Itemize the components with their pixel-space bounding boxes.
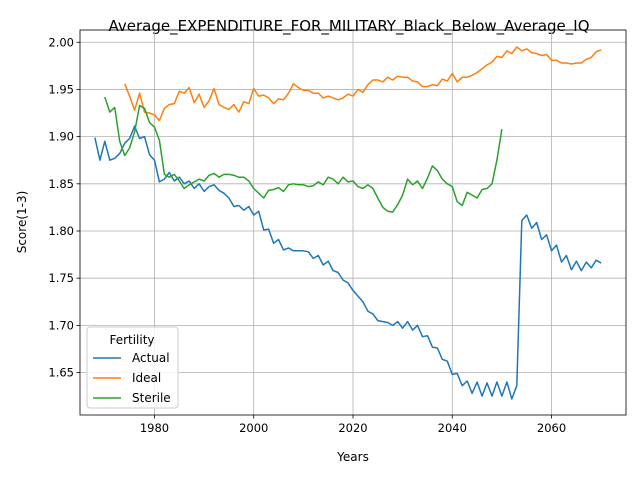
x-tick-label: 1980	[140, 421, 169, 435]
x-tick-label: 2040	[438, 421, 467, 435]
series-lines	[94, 46, 602, 400]
axis-ticks: 1980 2000 2020 2040 2060 1.65 1.70 1.75 1.80 1.85…	[48, 35, 566, 435]
y-tick-label: 1.90	[48, 130, 74, 144]
x-tick-label: 2060	[537, 421, 566, 435]
series-line-ideal	[124, 46, 602, 122]
y-tick-label: 1.75	[48, 271, 74, 285]
legend-label-ideal: Ideal	[132, 371, 161, 385]
y-axis-label: Score(1-3)	[15, 191, 29, 254]
y-tick-label: 1.80	[48, 224, 74, 238]
y-tick-label: 2.00	[48, 35, 74, 49]
x-tick-label: 2000	[239, 421, 268, 435]
y-tick-label: 1.85	[48, 177, 74, 191]
legend-box	[86, 326, 179, 409]
x-tick-label: 2020	[338, 421, 367, 435]
legend: Fertility Actual Ideal Sterile	[86, 326, 179, 409]
legend-label-actual: Actual	[132, 351, 170, 365]
chart-title: Average_EXPENDITURE_FOR_MILITARY_Black_B…	[108, 17, 589, 36]
legend-label-sterile: Sterile	[132, 391, 171, 405]
series-line-sterile	[104, 96, 503, 213]
x-axis-label: Years	[336, 450, 369, 464]
series-line-actual	[94, 125, 602, 400]
y-tick-label: 1.95	[48, 82, 74, 96]
y-tick-label: 1.65	[48, 366, 74, 380]
legend-title: Fertility	[109, 333, 154, 347]
y-tick-label: 1.70	[48, 318, 74, 332]
